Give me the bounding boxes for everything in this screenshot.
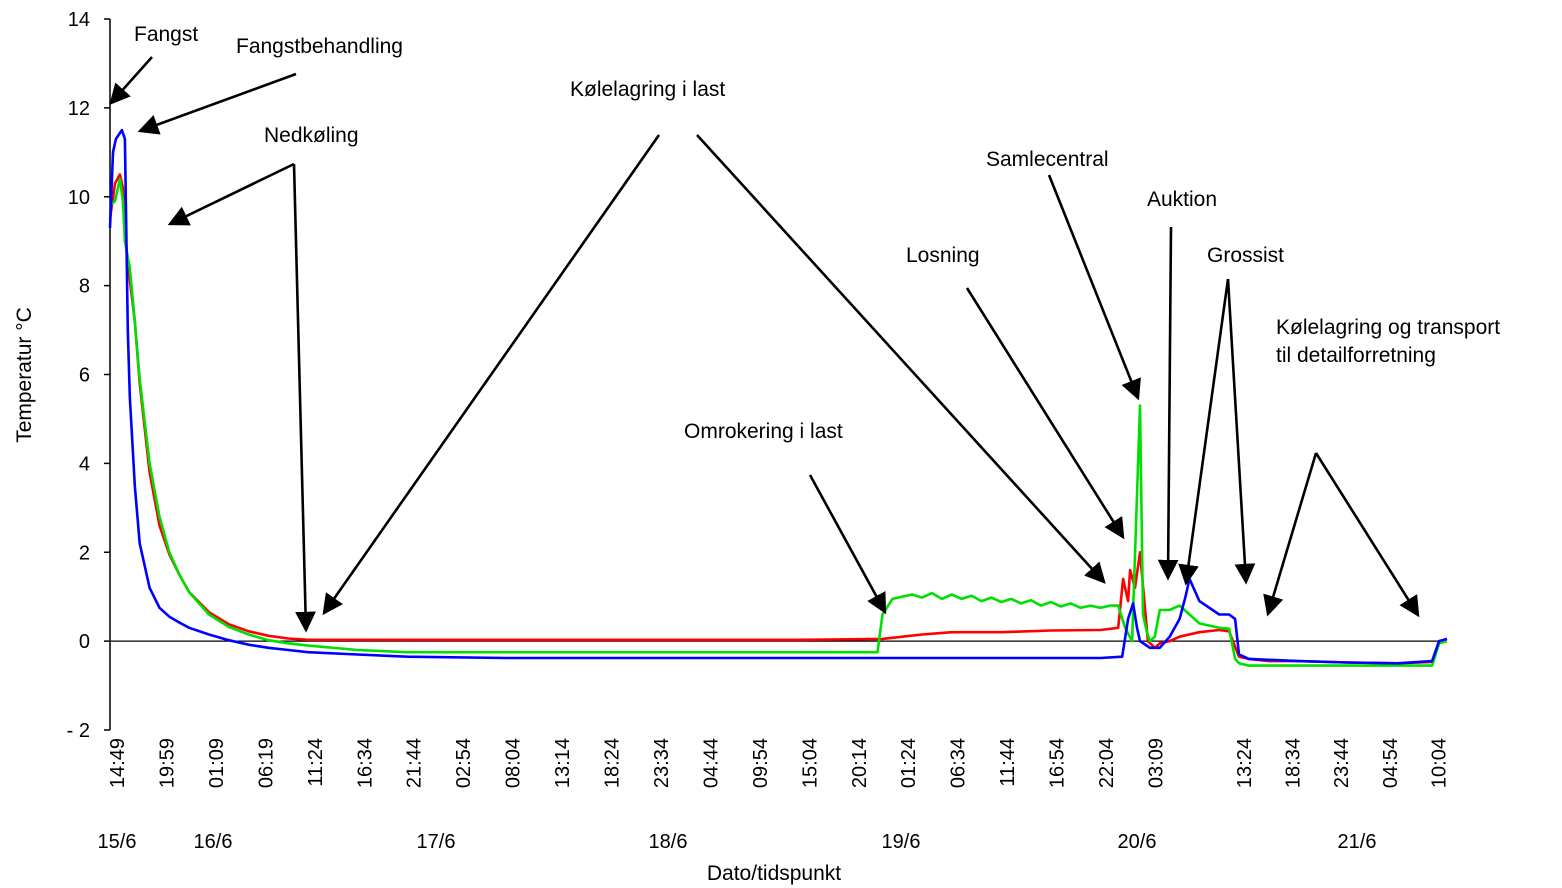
x-tick-label: 06:34 xyxy=(948,738,970,788)
x-tick-label: 22:04 xyxy=(1096,738,1118,788)
x-tick-label: 16:54 xyxy=(1047,738,1069,788)
x-tick-label: 21:44 xyxy=(404,738,426,788)
x-tick-label: 10:04 xyxy=(1428,738,1450,788)
x-tick-label: 04:44 xyxy=(700,738,722,788)
arrow-nedkoling-2 xyxy=(292,163,316,633)
annotation-omrokering-i-last: Omrokering i last xyxy=(684,420,843,443)
x-tick-label: 18:34 xyxy=(1283,738,1305,788)
x-tick-label: 01:09 xyxy=(206,738,228,788)
x-date-label: 21/6 xyxy=(1338,831,1377,853)
annotation-nedkoling: Nedkøling xyxy=(264,124,359,147)
y-tick-label: 6 xyxy=(79,365,90,387)
x-tick-label: 13:24 xyxy=(1234,738,1256,788)
x-axis-title: Dato/tidspunkt xyxy=(707,862,841,885)
x-date-label: 16/6 xyxy=(194,831,233,853)
x-tick-label: 23:44 xyxy=(1331,738,1353,788)
arrow-nedkoling-1 xyxy=(167,162,295,226)
annotation-losning: Losning xyxy=(906,244,980,267)
y-axis-title: Temperatur °C xyxy=(13,307,36,443)
x-tick-label: 08:04 xyxy=(503,738,525,788)
y-tick-label: 0 xyxy=(79,631,90,653)
x-tick-label: 15:04 xyxy=(799,738,821,788)
series-layer xyxy=(108,128,1448,667)
arrow-fangst xyxy=(109,56,153,105)
arrow-grossist-2 xyxy=(1226,278,1256,585)
x-tick-label: 04:54 xyxy=(1380,738,1402,788)
x-tick-label: 19:59 xyxy=(156,738,178,788)
arrow-fangstbehandling xyxy=(137,72,297,135)
x-date-label: 20/6 xyxy=(1118,831,1157,853)
x-tick-label: 14:49 xyxy=(107,738,129,788)
annotation-arrows xyxy=(109,56,1420,633)
arrow-grossist-1 xyxy=(1178,278,1230,586)
series-line-blue xyxy=(108,128,1448,665)
annotation-fangstbehandling: Fangstbehandling xyxy=(236,35,403,58)
annotation-fangst: Fangst xyxy=(134,23,198,46)
annotation-kolelagring-i-last: Kølelagring i last xyxy=(570,78,725,101)
annotation-til-detailforretning: til detailforretning xyxy=(1276,344,1436,367)
y-axis: - 2 0 2 4 6 8 10 12 14 xyxy=(67,9,111,742)
x-tick-label: 02:54 xyxy=(453,738,475,788)
arrow-losning xyxy=(965,287,1125,540)
arrow-kolelagring-2 xyxy=(696,134,1106,584)
y-tick-label: 14 xyxy=(68,9,90,31)
series-line-green xyxy=(109,177,1448,667)
x-tick-label: 23:34 xyxy=(651,738,673,788)
x-tick-label: 11:24 xyxy=(305,738,327,787)
x-date-label: 15/6 xyxy=(98,831,137,853)
x-axis: 14:49 19:59 01:09 06:19 11:24 16:34 21:44 02:54… xyxy=(98,640,1450,853)
x-tick-label: 13:14 xyxy=(552,738,574,788)
y-tick-label: - 2 xyxy=(67,720,90,742)
x-tick-label: 18:24 xyxy=(602,738,624,788)
x-date-label: 17/6 xyxy=(417,831,456,853)
x-tick-label: 03:09 xyxy=(1145,738,1167,788)
annotations: Fangst Fangstbehandling Nedkøling Kølela… xyxy=(134,23,1500,443)
arrow-kolelagring-1 xyxy=(322,134,661,616)
y-tick-label: 10 xyxy=(68,187,90,209)
y-tick-label: 12 xyxy=(68,98,90,120)
x-tick-label: 11:44 xyxy=(997,738,1019,787)
arrow-samlecentral xyxy=(1047,174,1141,401)
annotation-kolelagring-og-transport: Kølelagring og transport xyxy=(1276,316,1500,339)
x-date-label: 19/6 xyxy=(882,831,921,853)
annotation-samlecentral: Samlecentral xyxy=(986,148,1109,171)
annotation-grossist: Grossist xyxy=(1207,244,1284,267)
x-tick-label: 16:34 xyxy=(354,738,376,788)
y-tick-label: 2 xyxy=(79,542,90,564)
arrow-kolelagring-transport-1 xyxy=(1263,452,1318,617)
x-tick-label: 06:19 xyxy=(255,738,277,788)
x-tick-label: 09:54 xyxy=(750,738,772,788)
x-tick-label: 20:14 xyxy=(849,738,871,788)
y-tick-label: 4 xyxy=(79,453,90,475)
annotation-auktion: Auktion xyxy=(1147,188,1217,211)
y-tick-label: 8 xyxy=(79,276,90,298)
arrow-kolelagring-transport-2 xyxy=(1314,452,1420,618)
arrow-omrokering xyxy=(808,474,887,615)
arrow-auktion xyxy=(1157,226,1179,581)
x-date-label: 18/6 xyxy=(649,831,688,853)
x-tick-label: 01:24 xyxy=(898,738,920,788)
